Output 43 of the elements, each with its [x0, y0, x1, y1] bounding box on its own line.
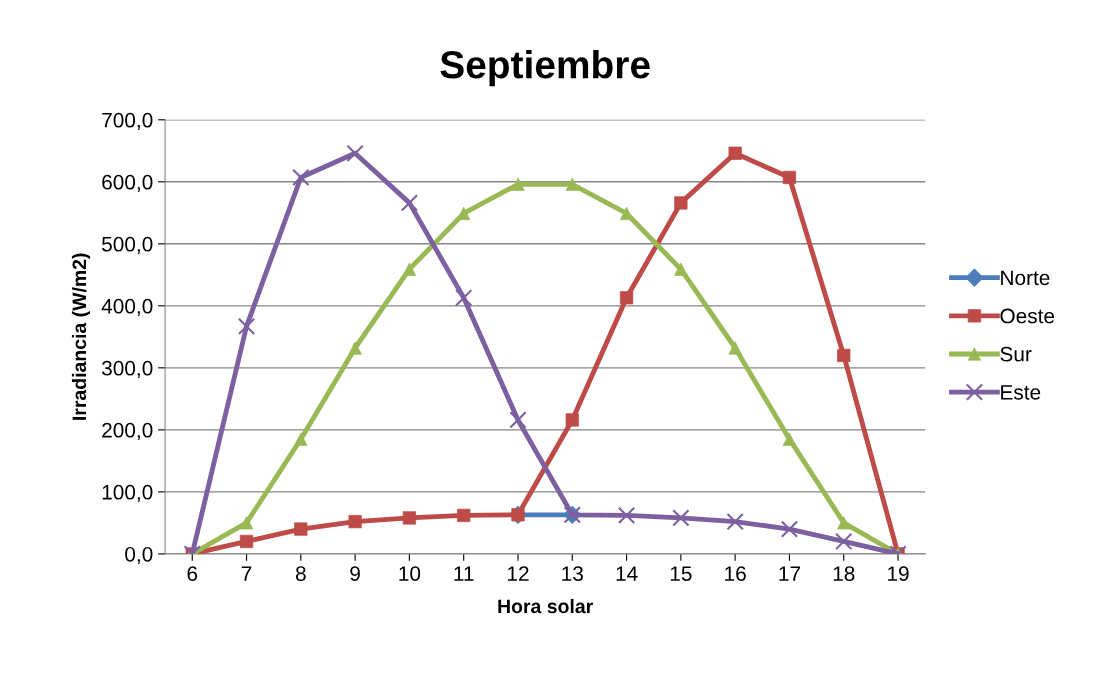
x-tick-label: 10: [399, 566, 421, 581]
x-axis-title: Hora solar: [498, 598, 593, 614]
x-tick-label: 19: [888, 566, 909, 581]
point: [237, 317, 256, 335]
point: [617, 506, 636, 525]
legend-label: Oeste: [1000, 308, 1055, 324]
x-tick-label: 18: [833, 566, 855, 581]
x-tick-label: 16: [725, 566, 746, 581]
x-tick-label: 6: [187, 566, 198, 581]
x-tick-label: 13: [562, 566, 583, 581]
y-tick-label: 700,0: [102, 112, 153, 131]
point: [780, 520, 799, 538]
point: [726, 512, 744, 531]
point: [509, 411, 527, 429]
y-tick-label: 600,0: [102, 174, 153, 193]
point: [455, 289, 473, 307]
point: [835, 532, 853, 551]
x-tick-label: 15: [670, 566, 692, 581]
y-tick-label: 200,0: [102, 422, 153, 441]
y-tick-label: 0,0: [125, 546, 153, 565]
y-tick-label: 500,0: [101, 236, 153, 255]
point: [672, 509, 690, 527]
x-tick-label: 14: [616, 566, 638, 581]
point: [239, 534, 254, 549]
legend-label: Este: [1001, 385, 1041, 400]
chart-title: Septiembre: [440, 49, 650, 87]
point: [292, 168, 310, 187]
y-axis-title: Irradiancia (W/m2): [71, 253, 91, 420]
x-tick-label: 7: [241, 566, 252, 581]
y-tick-label: 400,0: [101, 298, 153, 317]
x-tick-label: 17: [779, 566, 800, 581]
point: [346, 144, 364, 162]
point: [565, 413, 579, 427]
point: [511, 177, 525, 191]
point: [837, 348, 851, 363]
x-tick-label: 9: [350, 566, 360, 581]
y-tick-label: 300,0: [101, 360, 153, 379]
x-tick-label: 11: [454, 566, 474, 581]
legend-label: Sur: [1000, 346, 1032, 362]
x-tick-label: 8: [295, 566, 306, 581]
x-tick-label: 12: [507, 566, 529, 581]
y-tick-label: 100,0: [102, 484, 153, 503]
legend-label: Norte: [1001, 270, 1050, 286]
